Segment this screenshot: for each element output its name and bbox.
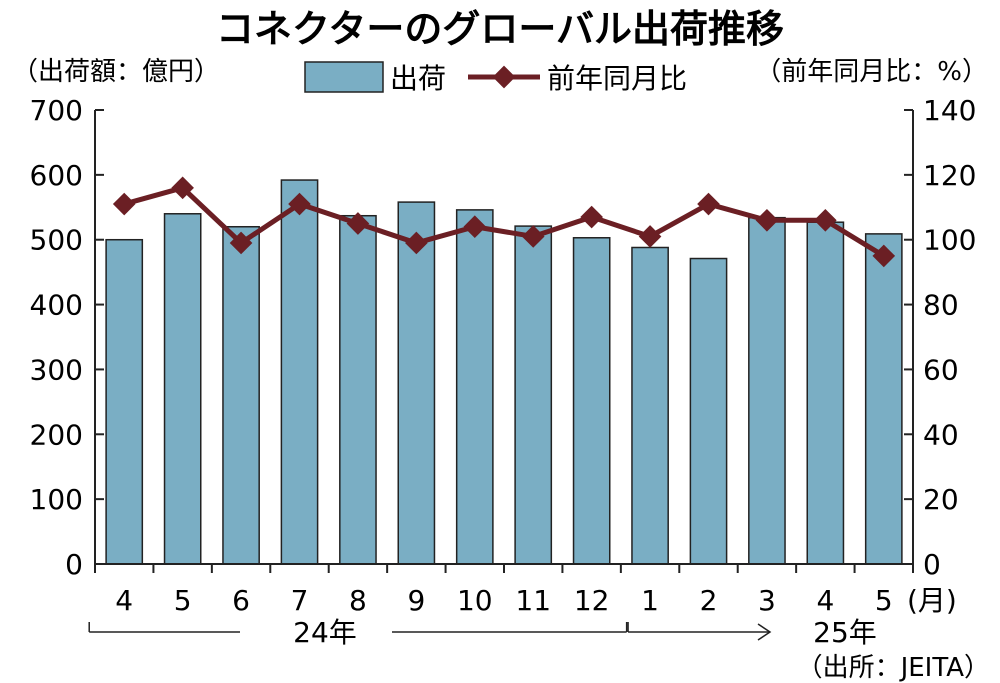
x-tick-label: 1 bbox=[641, 584, 659, 617]
bar-1 bbox=[163, 213, 202, 565]
left-tick-label: 300 bbox=[30, 353, 83, 386]
yoy-point-9 bbox=[638, 225, 662, 248]
bar-2 bbox=[222, 225, 260, 565]
legend-swatch-marker bbox=[492, 65, 516, 89]
x-tick-label: 5 bbox=[174, 584, 192, 617]
bar-6 bbox=[455, 209, 494, 565]
x-tick-label: 6 bbox=[232, 584, 250, 617]
left-tick-label: 200 bbox=[30, 418, 83, 451]
right-tick-label: 20 bbox=[923, 483, 959, 516]
x-tick-label: 4 bbox=[816, 584, 834, 617]
month-unit-label: (月) bbox=[907, 584, 957, 617]
bar-0 bbox=[105, 238, 144, 565]
right-tick-label: 100 bbox=[923, 224, 976, 257]
bar-10 bbox=[689, 257, 728, 565]
chart-title: コネクターのグローバル出荷推移 bbox=[216, 7, 784, 51]
right-tick-label: 140 bbox=[923, 94, 976, 127]
x-tick-label: 10 bbox=[457, 584, 493, 617]
x-tick-label: 11 bbox=[515, 584, 551, 617]
right-axis-label: （前年同月比：%） bbox=[755, 57, 988, 87]
bar-12 bbox=[806, 221, 845, 565]
yoy-point-8 bbox=[580, 205, 603, 229]
yoy-point-10 bbox=[697, 192, 720, 216]
year-label-25: 25年 bbox=[813, 616, 877, 649]
left-tick-label: 400 bbox=[30, 289, 83, 322]
right-tick-label: 60 bbox=[923, 353, 959, 386]
source-note: （出所：JEITA） bbox=[797, 653, 990, 683]
left-tick-label: 500 bbox=[30, 224, 83, 257]
bar-11 bbox=[748, 216, 786, 565]
left-axis-label: （出荷額：億円） bbox=[12, 57, 220, 87]
legend-label-bar: 出荷 bbox=[390, 62, 446, 95]
x-tick-label: 7 bbox=[291, 584, 309, 617]
bar-3 bbox=[280, 179, 319, 565]
bar-9 bbox=[631, 246, 669, 565]
x-tick-label: 4 bbox=[115, 584, 133, 617]
bar-5 bbox=[397, 201, 436, 565]
right-tick-label: 40 bbox=[923, 418, 959, 451]
x-tick-label: 3 bbox=[758, 584, 776, 617]
legend: 出荷 前年同月比 bbox=[304, 61, 687, 95]
x-tick-label: 8 bbox=[349, 584, 367, 617]
x-tick-label: 9 bbox=[407, 584, 425, 617]
yoy-line bbox=[123, 185, 886, 259]
bar-4 bbox=[339, 214, 377, 565]
year-bracket-25-arrow bbox=[757, 623, 772, 641]
bar-7 bbox=[514, 225, 553, 565]
plot-area: 0 100 200 300 400 500 600 700 0 20 40 60 80 100 120 140… bbox=[30, 94, 977, 649]
legend-label-line: 前年同月比 bbox=[547, 62, 687, 95]
legend-swatch-bar bbox=[304, 61, 384, 93]
left-tick-label: 700 bbox=[30, 94, 83, 127]
right-tick-label: 80 bbox=[923, 289, 959, 322]
bar-13 bbox=[864, 233, 903, 565]
x-tick-label: 12 bbox=[574, 584, 610, 617]
right-tick-label: 120 bbox=[923, 159, 976, 192]
left-tick-label: 600 bbox=[30, 159, 83, 192]
x-tick-label: 5 bbox=[875, 584, 893, 617]
yoy-point-0 bbox=[112, 192, 136, 216]
left-tick-label: 0 bbox=[65, 548, 83, 581]
year-label-24: 24年 bbox=[293, 616, 357, 649]
left-tick-label: 100 bbox=[30, 483, 83, 516]
bar-8 bbox=[572, 237, 611, 565]
right-tick-label: 0 bbox=[923, 548, 941, 581]
x-tick-label: 2 bbox=[700, 584, 718, 617]
